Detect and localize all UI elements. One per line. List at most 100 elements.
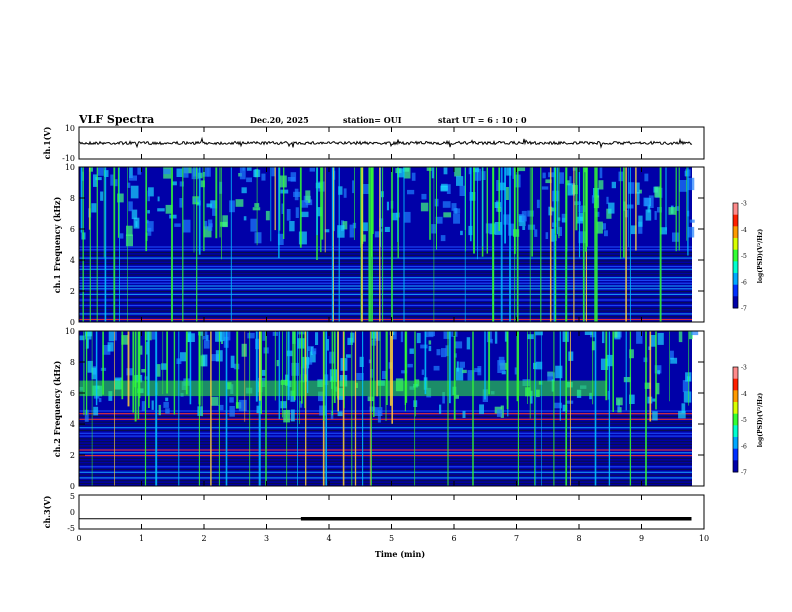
spec2-noise [280,401,287,409]
spec1-band [79,302,692,304]
spec1-noise [453,208,461,214]
spec2-band [79,421,692,423]
spec2-noise [400,331,404,343]
spec1-noise [147,227,152,236]
spec2-band [79,427,692,429]
spec1-noise [567,183,575,196]
spec1-noise [542,172,546,179]
spec1-noise [241,187,247,194]
spec1-noise [206,203,212,208]
spec1-noise [443,167,448,175]
ch1-colorbar-label: log(PSD)(V²/Hz) [757,229,764,284]
spec2-band [79,480,692,482]
spec2-noise [151,400,154,410]
cbar2-tick-label: -3 [741,365,747,372]
spec1-noise [386,201,389,211]
spec2-noise [682,380,690,393]
ch1-spectrogram-ylabel-text: ch.1 Frequency (kHz) [52,197,62,294]
cbar2-segment [733,390,738,403]
spec1-noise [518,167,526,172]
spec2-noise [86,338,89,349]
cbar2-tick-label: -6 [741,443,747,450]
spec2-noise [146,341,149,355]
spec2-noise [691,331,699,336]
spec1-noise [647,204,651,213]
spec1-noise [675,206,680,211]
spec2-noise [165,397,169,402]
spec1-noise [503,214,511,225]
spec2-noise [161,363,167,370]
spec1-noise [638,221,643,234]
spec2-band [79,482,692,485]
spec2-noise [290,409,295,422]
spec1-noise [130,185,139,199]
spec1-noise [534,229,538,237]
spec1-noise [252,207,261,211]
spec1-noise [599,167,603,179]
spec2-noise [299,401,303,408]
spec2-noise [359,356,364,367]
spec2-noise [614,331,618,338]
spec1-noise [541,186,549,190]
spec2-band [79,441,692,443]
spec1-ytick-label: 6 [70,225,75,234]
spec2-noise [241,343,247,357]
ch1-waveform-ytick-top: 10 [65,124,75,133]
spec2-band [79,413,692,415]
spec2-noise [681,403,686,413]
spec1-noise [89,167,93,172]
spec1-noise [496,180,500,191]
spec2-ytick-label: 8 [70,358,75,367]
spec1-noise [431,167,435,179]
cbar1-tick-label: -3 [741,201,747,208]
spec1-noise [93,174,98,187]
spec2-noise [616,397,623,406]
spec1-noise [421,193,427,200]
ch1-spectrogram-panel: 0 2 4 6 8 10 ch.1 Frequency (kHz) [52,163,705,327]
spec1-noise [606,196,609,205]
spec1-noise [648,195,654,208]
spec2-noise [356,373,364,381]
spec1-band [79,313,692,315]
spec2-noise [683,391,692,403]
spec2-noise [530,390,533,404]
spec2-noise [494,331,498,344]
spec1-noise [688,226,695,238]
cbar1-tick-label: -6 [741,279,747,286]
spec2-noise [218,331,225,342]
time-axis-tick-label: 9 [639,534,644,543]
spec2-noise [652,398,656,402]
spec1-noise [208,223,213,228]
spec1-noise [203,226,212,238]
time-axis-tick-label: 2 [201,534,206,543]
spec2-band [79,452,692,454]
spec1-noise [550,228,555,242]
spec1-noise [404,167,411,179]
spec1-noise [578,205,586,213]
spec2-noise [156,364,161,377]
spec1-noise [660,227,667,235]
spec1-noise [165,204,173,214]
spec1-noise [598,180,604,190]
spec1-band [79,277,692,279]
spec2-noise [562,404,568,412]
spec2-band [79,443,692,445]
spec2-noise [220,340,223,344]
spec1-noise [176,168,183,177]
cbar1-segment [733,226,738,239]
spec2-noise [462,369,467,374]
spec2-noise [644,382,651,389]
spec1-band [79,316,692,318]
spec1-band [79,285,692,287]
spec1-noise [574,201,581,206]
spec1-noise [561,213,567,223]
spec2-noise [141,369,147,373]
spec2-ytick-label: 10 [65,327,75,336]
spec2-noise [345,354,351,358]
spec1-band [79,293,692,295]
spec1-noise [239,167,246,180]
spec2-noise [466,337,471,350]
spec2-noise [256,405,261,414]
spec1-noise [440,185,448,191]
spec1-noise [443,212,452,218]
